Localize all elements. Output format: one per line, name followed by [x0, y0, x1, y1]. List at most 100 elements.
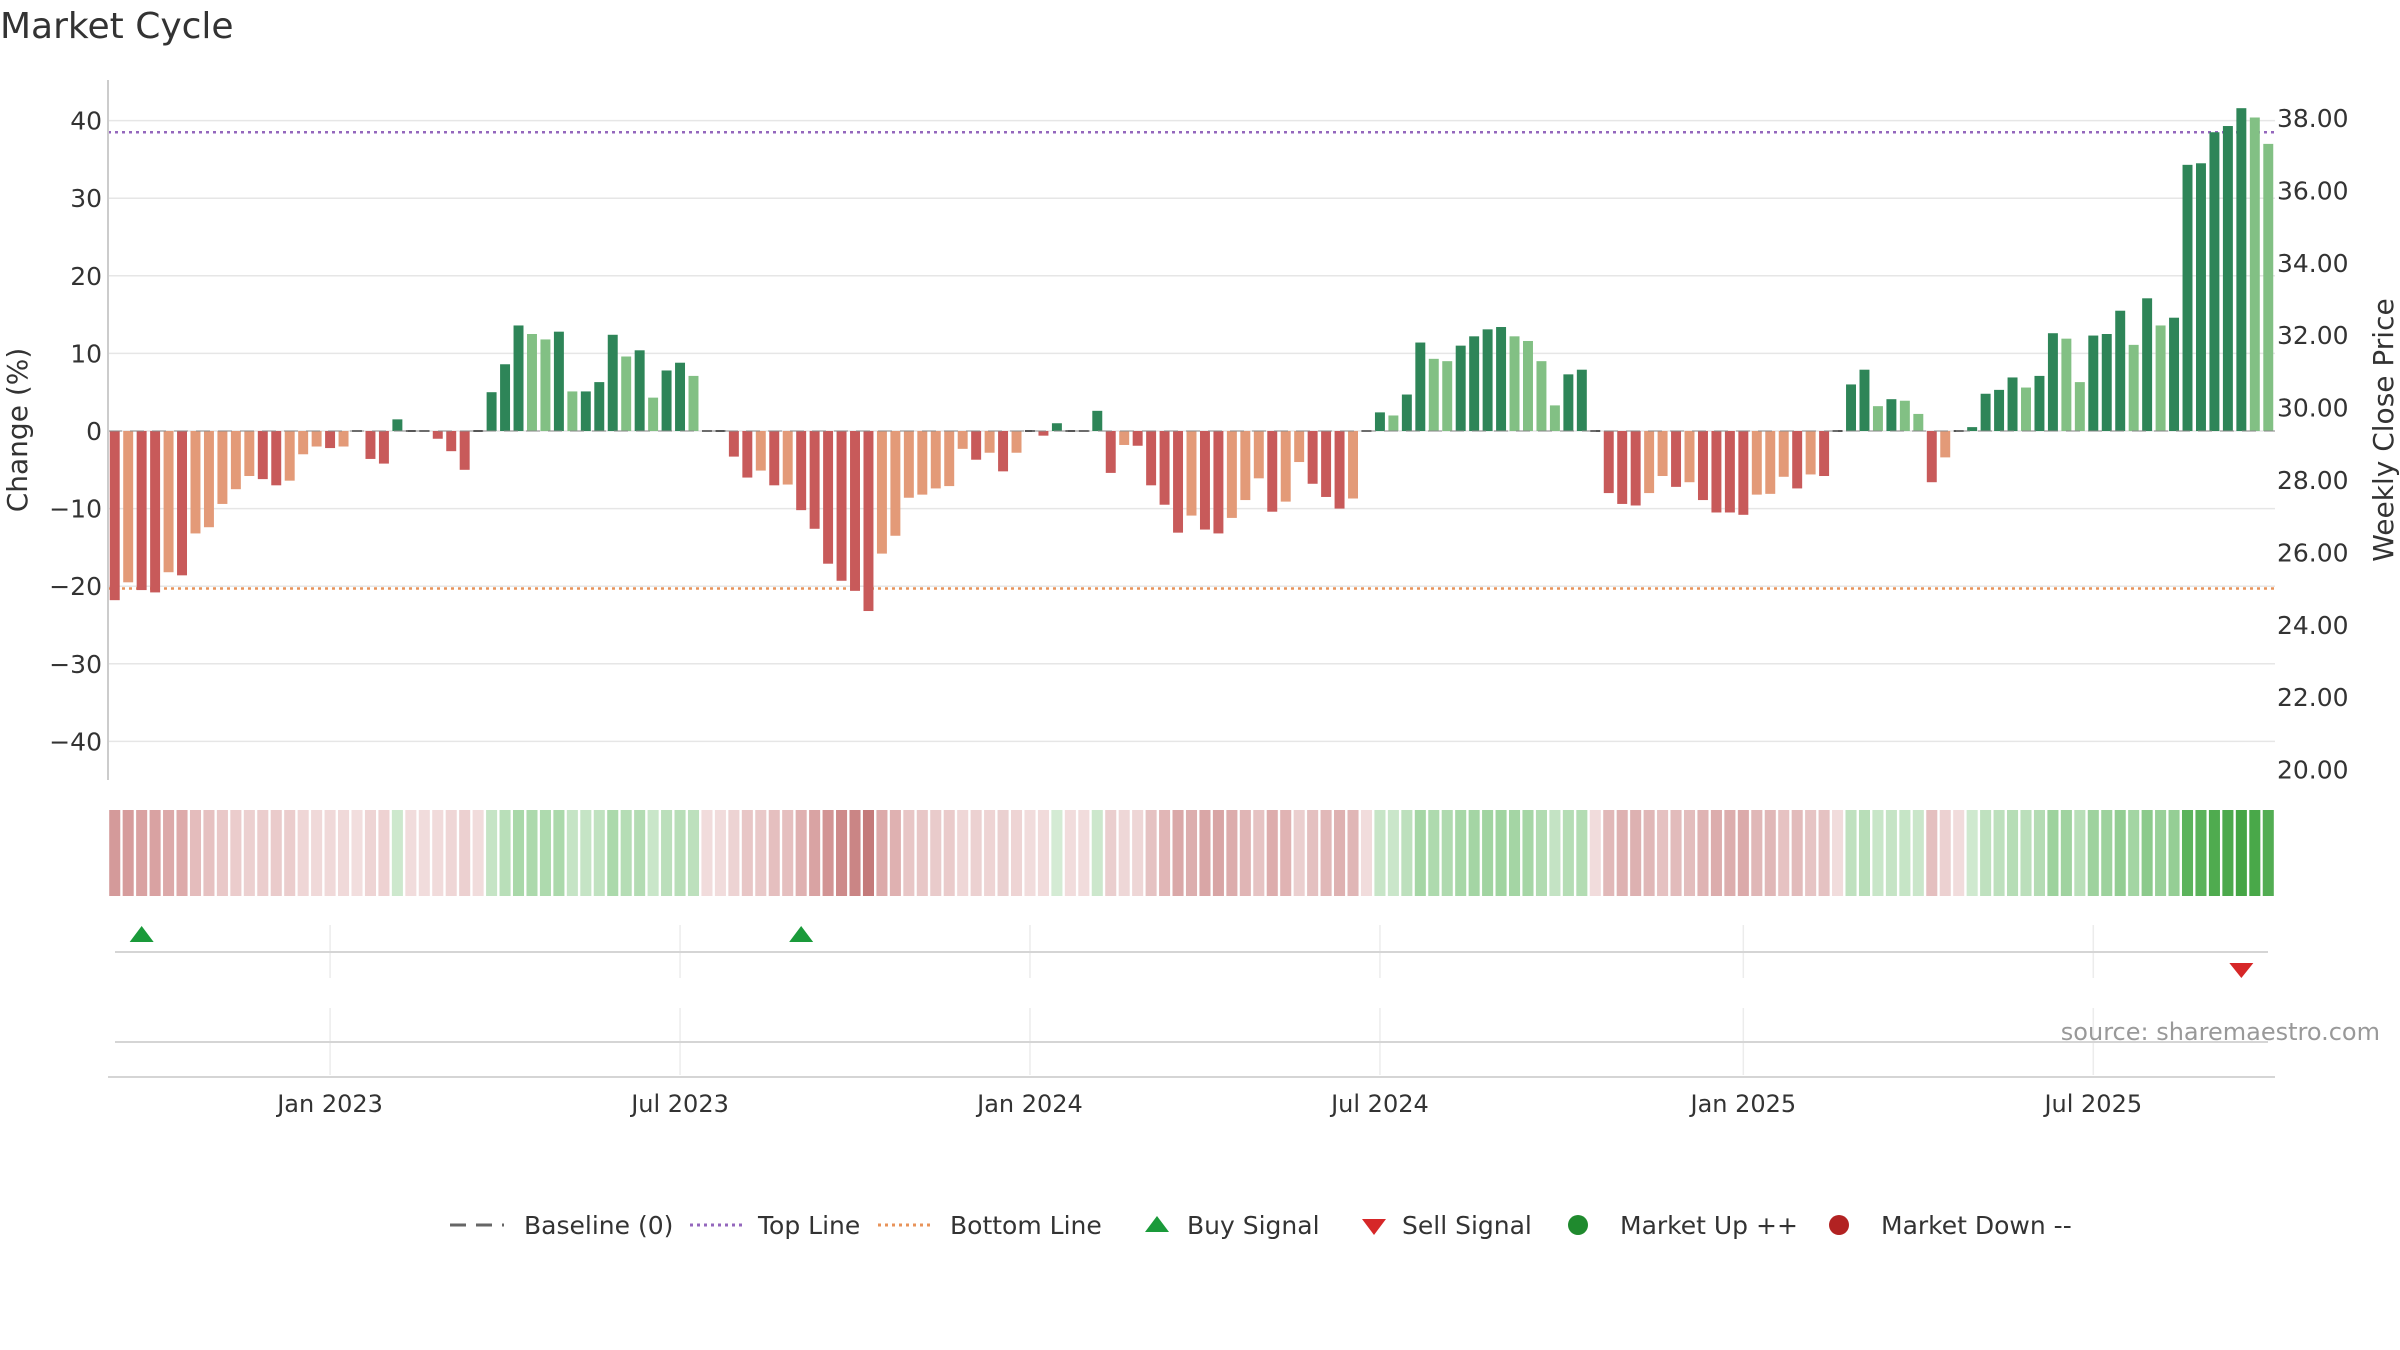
heat-cell	[1010, 810, 1023, 896]
heat-cell	[984, 810, 996, 896]
bar	[1334, 431, 1345, 509]
heat-cell	[1858, 810, 1871, 896]
bar	[1549, 405, 1560, 431]
bar	[755, 431, 766, 471]
bar	[1240, 431, 1251, 501]
heat-cell	[1549, 810, 1561, 896]
heat-cell	[1334, 810, 1346, 896]
heat-cell	[634, 810, 646, 896]
bar	[2128, 344, 2139, 431]
heat-cell	[445, 810, 457, 896]
bar	[553, 331, 564, 431]
heat-cell	[2060, 810, 2072, 896]
bar	[930, 431, 941, 489]
heat-cell	[109, 810, 121, 896]
y2-tick-label: 24.00	[2277, 611, 2349, 640]
bar	[230, 431, 241, 490]
bar	[567, 391, 578, 431]
heat-cell	[1024, 810, 1036, 896]
heat-cell	[2087, 810, 2099, 896]
bar	[1173, 431, 1184, 533]
bar	[1711, 431, 1722, 513]
heat-cell	[1710, 810, 1722, 896]
bar	[836, 431, 847, 581]
heat-cell	[647, 810, 659, 896]
heat-cell	[1885, 810, 1897, 896]
bar	[1644, 431, 1655, 494]
heat-cell	[499, 810, 511, 896]
heat-cell	[1091, 810, 1103, 896]
heat-cell	[2114, 810, 2126, 896]
legend-item: Top Line	[690, 1211, 860, 1240]
heat-cell	[257, 810, 269, 896]
heat-cell	[607, 810, 619, 896]
bar	[203, 431, 214, 528]
heat-cell	[1360, 810, 1373, 896]
heat-cell	[2168, 810, 2180, 896]
heat-cell	[755, 810, 767, 896]
bar	[1846, 384, 1857, 431]
heat-strip	[109, 810, 2274, 896]
bar	[378, 431, 389, 464]
bar	[580, 391, 591, 431]
bar	[809, 431, 820, 529]
heat-cell	[2181, 810, 2194, 896]
bar	[675, 362, 686, 431]
heat-cell	[324, 810, 336, 896]
heat-cell	[2235, 810, 2247, 896]
bar	[2074, 382, 2085, 431]
bar	[1523, 340, 1533, 431]
x-tick-label: Jul 2025	[2042, 1090, 2142, 1118]
bar	[1913, 413, 1924, 431]
bar	[876, 431, 887, 554]
bar	[1926, 431, 1937, 483]
y-tick-label: −10	[49, 495, 102, 524]
market-panel	[115, 1008, 2268, 1075]
heat-cell	[378, 810, 390, 896]
heat-cell	[1509, 810, 1521, 896]
heat-cell	[2020, 810, 2032, 896]
heat-cell	[1132, 810, 1144, 896]
bar	[1509, 336, 1520, 431]
heat-cell	[1401, 810, 1413, 896]
bar	[1751, 431, 1762, 495]
bar	[2236, 108, 2247, 432]
bar	[769, 431, 780, 486]
bar	[2263, 143, 2274, 431]
legend-swatch-buy	[1145, 1216, 1169, 1232]
heat-cell	[1872, 810, 1884, 896]
legend-label: Sell Signal	[1402, 1211, 1532, 1240]
heat-cell	[943, 810, 955, 896]
bar	[123, 431, 134, 583]
heat-cell	[1576, 810, 1588, 896]
y2-tick-label: 30.00	[2277, 394, 2349, 423]
bar	[971, 431, 982, 460]
bar	[688, 375, 699, 431]
heat-cell	[2033, 810, 2045, 896]
heat-cell	[1051, 810, 1063, 896]
bar	[177, 431, 188, 576]
bar	[1374, 412, 1385, 431]
heat-cell	[418, 810, 430, 896]
x-tick-label: Jul 2023	[629, 1090, 729, 1118]
heat-cell	[122, 810, 134, 896]
bar	[1226, 431, 1237, 518]
heat-cell	[1791, 810, 1803, 896]
bar	[2088, 335, 2099, 431]
bar	[917, 431, 928, 495]
heat-cell	[391, 810, 403, 896]
bar	[1684, 431, 1695, 483]
heat-cell	[2249, 810, 2261, 896]
bar	[392, 419, 403, 431]
bar	[163, 431, 174, 573]
heat-cell	[862, 810, 874, 896]
y-tick-label: −40	[49, 727, 102, 756]
bar	[2222, 126, 2233, 432]
heat-cell	[2007, 810, 2019, 896]
heat-cell	[230, 810, 242, 896]
heat-cell	[2141, 810, 2153, 896]
bar	[728, 431, 739, 457]
heat-cell	[1899, 810, 1911, 896]
bar	[1105, 431, 1116, 473]
heat-cell	[1805, 810, 1817, 896]
